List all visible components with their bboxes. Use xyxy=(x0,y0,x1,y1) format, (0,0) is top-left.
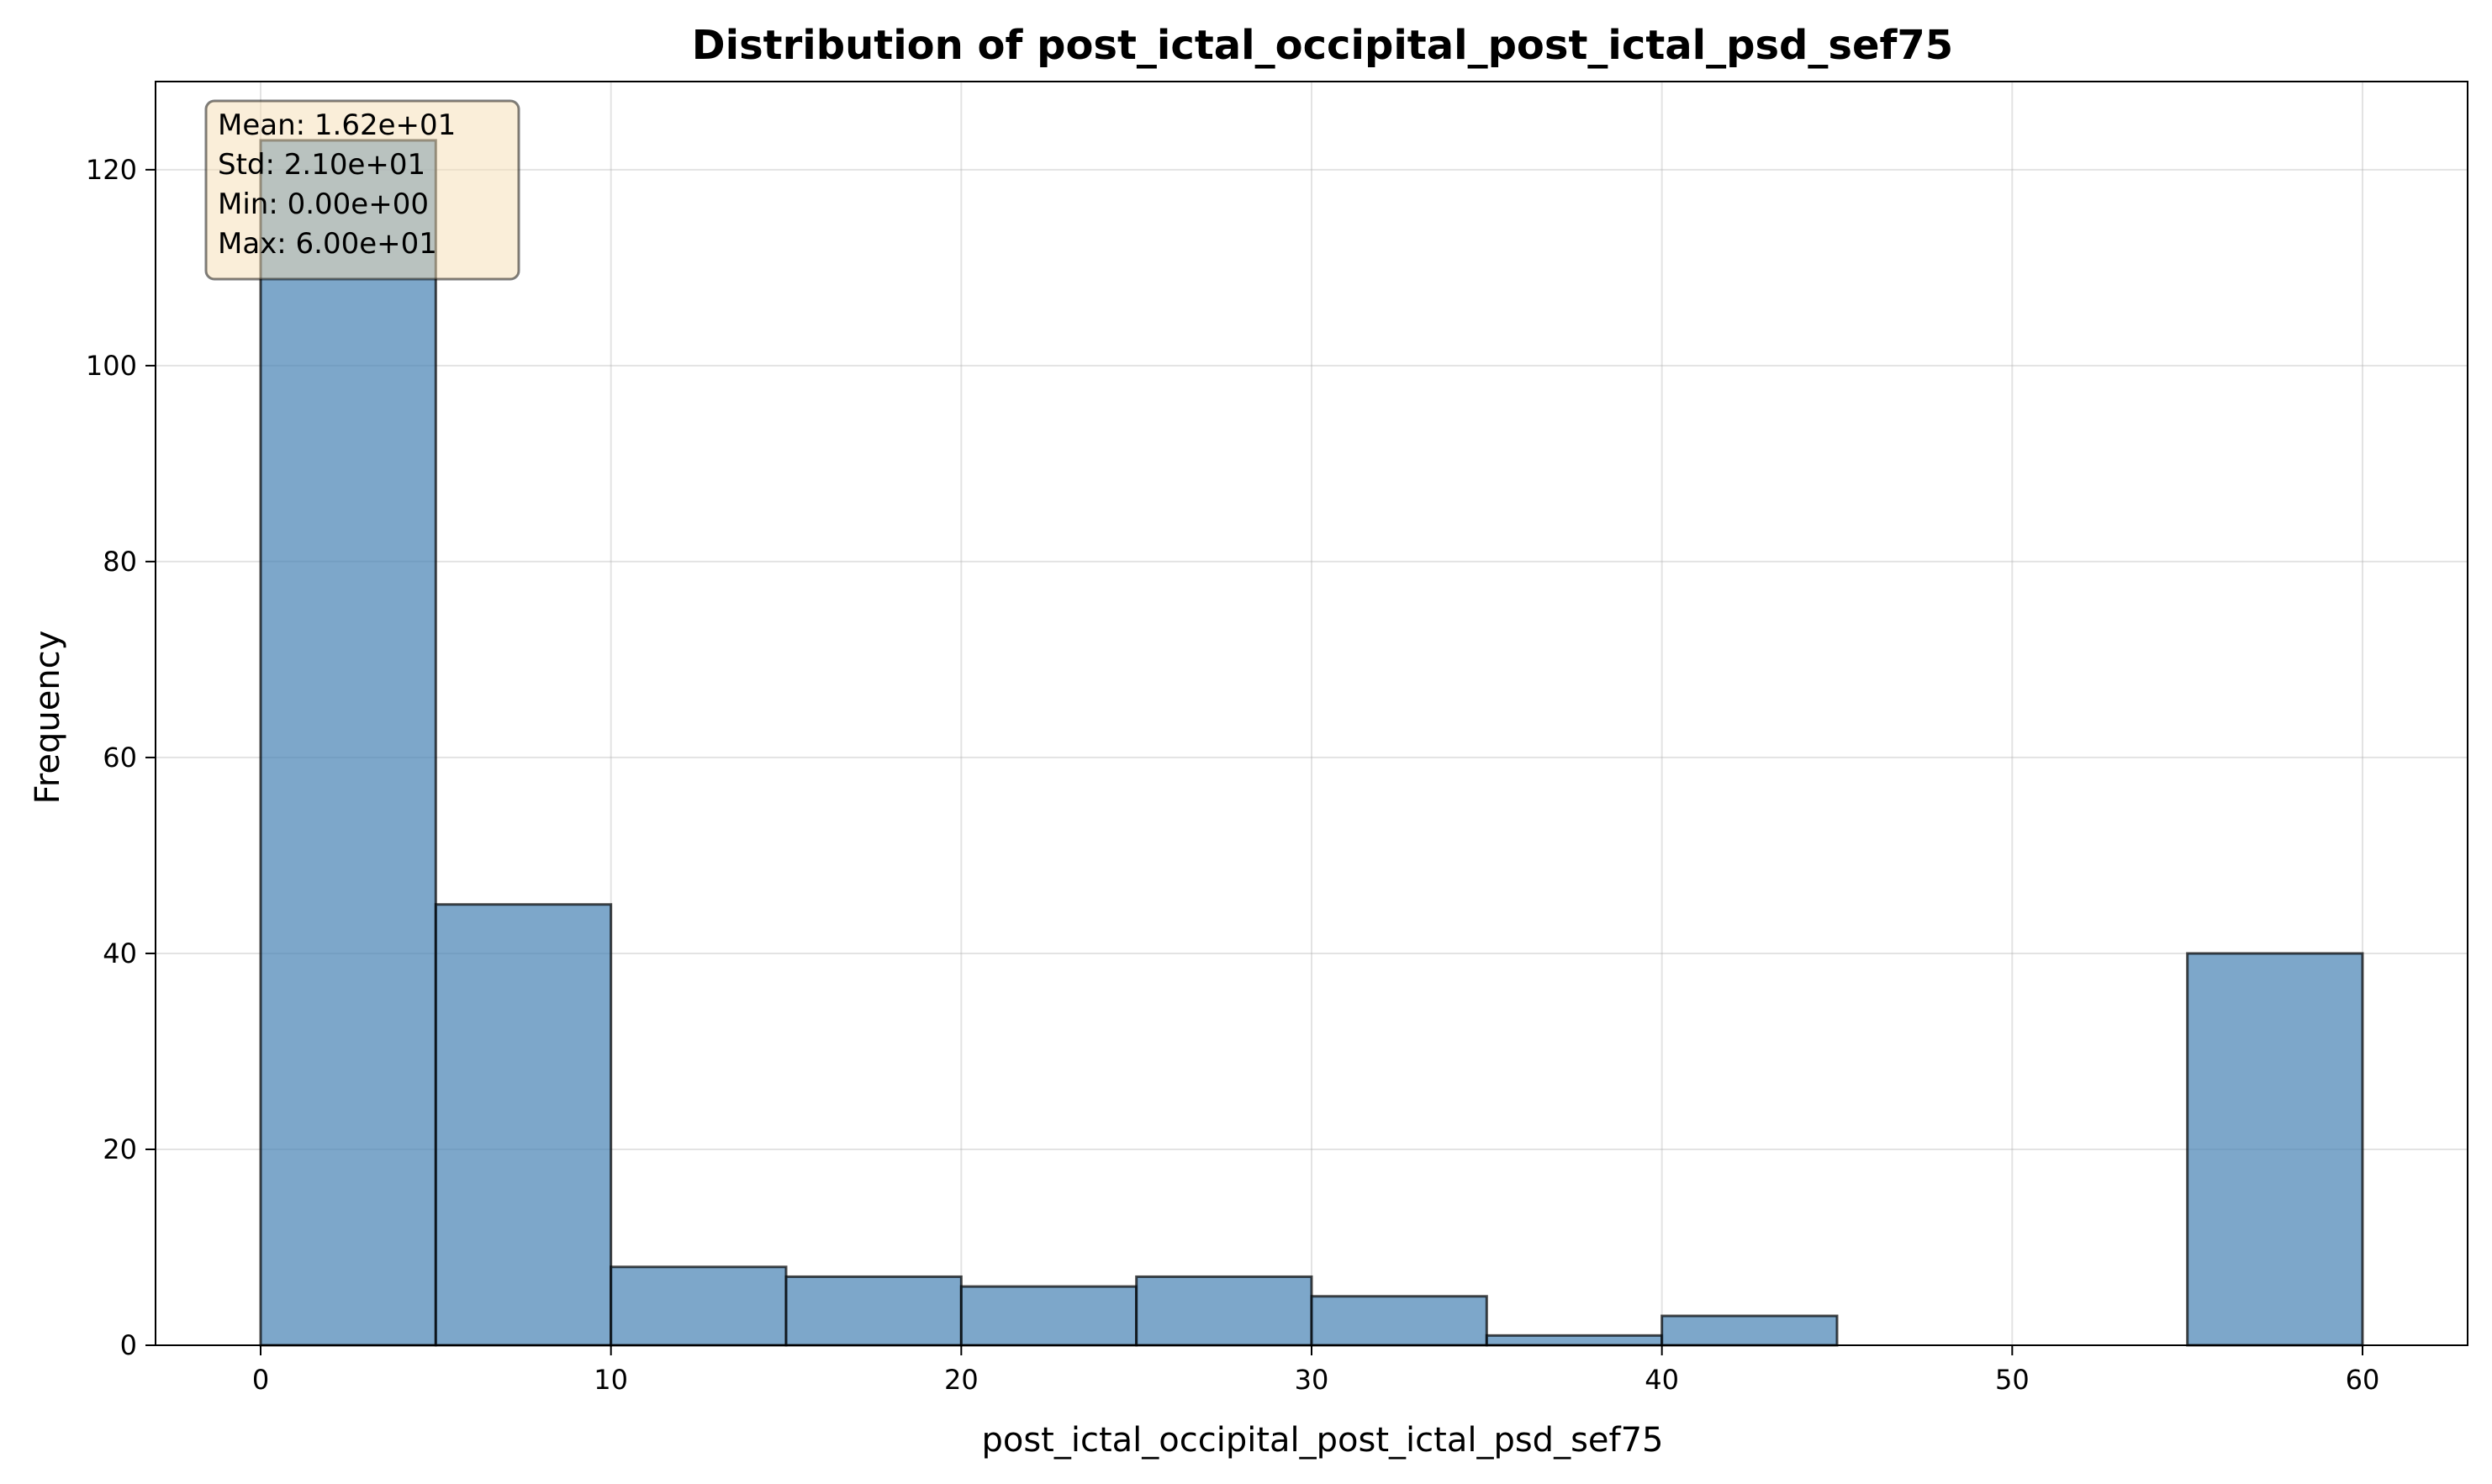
x-axis-ticks: 0 10 20 30 40 50 60 xyxy=(252,1345,2380,1396)
stats-line: Mean: 1.62e+01 xyxy=(218,108,456,142)
histogram-bar xyxy=(610,1265,788,1347)
x-tick-label: 0 xyxy=(252,1364,269,1396)
x-tick-label: 50 xyxy=(1995,1364,2030,1396)
y-tick-label: 60 xyxy=(103,742,137,774)
histogram-bar xyxy=(1310,1295,1488,1347)
stats-line: Min: 0.00e+00 xyxy=(218,187,429,221)
histogram-bar xyxy=(1660,1314,1839,1347)
x-tick-label: 40 xyxy=(1645,1364,1679,1396)
grid-lines xyxy=(156,82,2468,1346)
histogram-bar xyxy=(259,139,437,1347)
x-tick-label: 30 xyxy=(1295,1364,1329,1396)
y-tick-label: 40 xyxy=(103,937,137,969)
histogram-bar xyxy=(2186,952,2364,1347)
stats-line: Max: 6.00e+01 xyxy=(218,227,437,261)
histogram-bar xyxy=(784,1275,963,1347)
x-tick-label: 10 xyxy=(594,1364,628,1396)
y-axis-label: Frequency xyxy=(29,631,67,805)
x-tick-label: 20 xyxy=(944,1364,979,1396)
histogram-bar xyxy=(959,1285,1138,1347)
histogram-bar xyxy=(1135,1275,1313,1347)
histogram-bar xyxy=(434,903,613,1347)
stats-box-background xyxy=(204,99,520,281)
stats-box: Mean: 1.62e+01 Std: 2.10e+01 Min: 0.00e+00… xyxy=(204,99,520,281)
stats-line: Std: 2.10e+01 xyxy=(218,148,425,182)
x-axis-label: post_ictal_occipital_post_ictal_psd_sef7… xyxy=(981,1421,1663,1460)
y-tick-label: 0 xyxy=(120,1329,137,1361)
x-tick-label: 60 xyxy=(2346,1364,2380,1396)
y-tick-label: 80 xyxy=(103,546,137,578)
histogram-bar xyxy=(1485,1333,1664,1347)
chart-title: Distribution of post_ictal_occipital_pos… xyxy=(692,22,1953,69)
bars-group xyxy=(259,139,2364,1347)
y-axis-ticks: 0 20 40 60 80 100 120 xyxy=(86,154,156,1361)
y-tick-label: 100 xyxy=(86,350,137,382)
y-tick-label: 20 xyxy=(103,1133,137,1165)
y-tick-label: 120 xyxy=(86,154,137,186)
